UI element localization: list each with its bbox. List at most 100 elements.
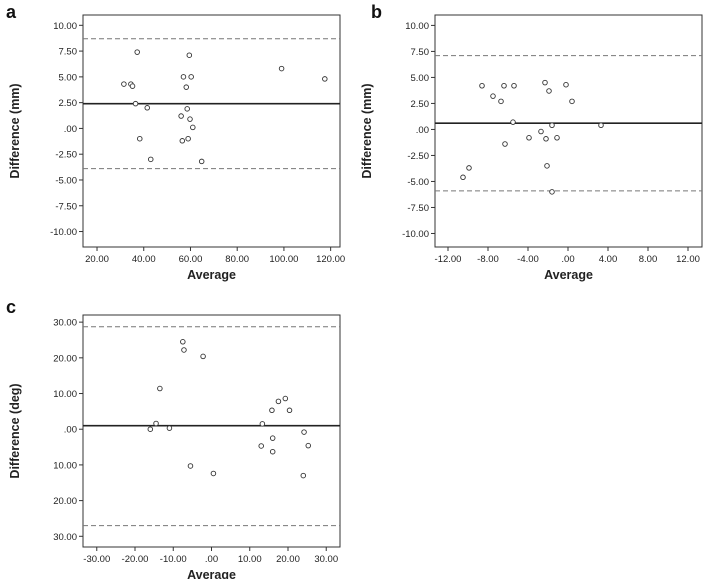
data-point [466, 165, 472, 171]
x-tick-label: 80.00 [225, 254, 249, 265]
y-tick-label: 5.00 [59, 72, 78, 83]
data-point [153, 420, 159, 427]
y-tick-label: 2.50 [59, 98, 78, 109]
y-tick-label: -10.00 [402, 229, 429, 240]
data-point [185, 135, 191, 142]
x-tick-label: 60.00 [179, 254, 203, 265]
x-tick-label: -12.00 [435, 254, 462, 265]
data-point [179, 138, 186, 144]
data-point [300, 472, 307, 479]
x-axis-label: Average [544, 268, 593, 282]
data-point [498, 98, 504, 105]
data-point [269, 448, 276, 455]
x-tick-label: 4.00 [599, 254, 618, 265]
data-point [544, 163, 550, 169]
data-point [186, 52, 193, 58]
y-tick-label: -5.00 [55, 175, 77, 186]
data-point [598, 122, 604, 129]
data-point [134, 49, 140, 55]
y-tick-label: -7.50 [407, 203, 429, 214]
panel-a-chart: a 10.00 7.50 5.00 2.50 .00 -2.50 -5.00 -7.50 -10.… [6, 2, 345, 282]
x-tick-label: -20.00 [122, 554, 149, 565]
data-point [144, 105, 150, 111]
y-axis-label: Difference (mm) [360, 83, 374, 178]
x-tick-label: .00 [561, 254, 574, 265]
x-tick-label: -8.00 [477, 254, 499, 265]
data-point [275, 398, 282, 405]
data-point [147, 426, 154, 432]
x-axis-label: Average [187, 268, 236, 282]
data-point [305, 442, 312, 449]
panel-c-chart: c 30.00 20.00 10.00 .00 10.00 20.00 30.00 -30.00… [6, 297, 341, 579]
data-point [282, 395, 289, 402]
data-point [190, 124, 196, 131]
x-tick-label: -30.00 [83, 554, 110, 565]
data-point [511, 82, 517, 89]
data-point [259, 421, 266, 427]
x-axis-label: Average [187, 568, 236, 579]
x-tick-label: 8.00 [639, 254, 658, 265]
y-tick-label: .00 [64, 425, 77, 436]
y-tick-label: 10.00 [53, 460, 77, 471]
data-point [181, 347, 187, 353]
y-tick-label: 10.00 [53, 389, 77, 400]
data-point [148, 156, 154, 163]
y-tick-label: 7.50 [411, 47, 430, 58]
y-tick-label: -2.50 [407, 151, 429, 162]
x-tick-label: .00 [205, 554, 218, 565]
y-tick-label: .00 [64, 124, 77, 135]
data-point [178, 113, 184, 119]
data-point [183, 84, 190, 90]
y-tick-label: 30.00 [53, 532, 77, 543]
data-point [132, 100, 139, 107]
panel-letter: b [371, 2, 382, 22]
data-point [187, 463, 194, 469]
data-point [322, 76, 328, 82]
y-tick-label: -10.00 [50, 227, 77, 238]
y-axis-label: Difference (mm) [8, 83, 22, 178]
data-point [198, 158, 205, 165]
data-point [546, 88, 552, 94]
x-tick-label: 120.00 [316, 254, 345, 265]
data-point [286, 407, 293, 414]
data-point [549, 122, 555, 129]
panel-b-chart: b 10.00 7.50 5.00 2.50 .00 -2.50 -5.00 -7.50 -10.… [360, 2, 703, 282]
data-point [526, 135, 532, 141]
y-tick-label: 7.50 [59, 47, 78, 58]
data-point [563, 81, 569, 88]
y-tick-label: -7.50 [55, 201, 77, 212]
x-tick-label: 100.00 [269, 254, 298, 265]
data-point [569, 98, 575, 105]
y-tick-label: 10.00 [405, 21, 429, 32]
data-point [538, 128, 544, 135]
data-point [200, 353, 206, 360]
y-tick-label: 20.00 [53, 353, 77, 364]
plot-frame [82, 14, 341, 248]
data-point [479, 82, 485, 89]
y-tick-label: -5.00 [407, 177, 429, 188]
data-point [543, 136, 549, 142]
x-tick-label: 20.00 [85, 254, 109, 265]
y-tick-label: 10.00 [53, 21, 77, 32]
data-point [269, 435, 276, 441]
data-point [502, 141, 508, 147]
data-point [554, 135, 560, 141]
data-point [501, 82, 507, 89]
y-tick-label: 30.00 [53, 318, 77, 329]
panel-letter: a [6, 2, 17, 22]
y-tick-label: 2.50 [411, 99, 430, 110]
data-point [184, 106, 190, 112]
data-point [166, 425, 173, 431]
panel-letter: c [6, 297, 16, 317]
x-tick-label: 30.00 [314, 554, 338, 565]
x-tick-label: 20.00 [276, 554, 300, 565]
y-tick-label: 20.00 [53, 496, 77, 507]
data-point [188, 74, 194, 80]
data-point [278, 65, 285, 72]
x-tick-label: 10.00 [238, 554, 262, 565]
y-tick-label: -2.50 [55, 150, 77, 161]
data-point [549, 189, 555, 195]
x-tick-label: -10.00 [160, 554, 187, 565]
plot-frame [82, 314, 341, 548]
